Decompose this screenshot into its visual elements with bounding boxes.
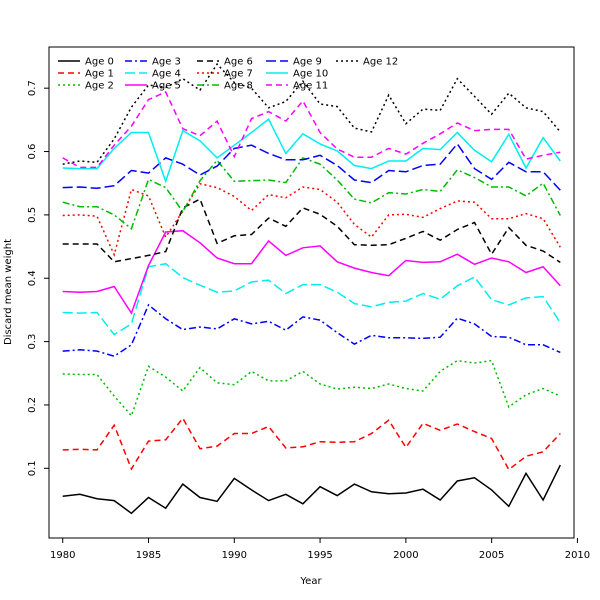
- series-line-age-1: [62, 416, 561, 471]
- legend-label: Age 10: [293, 69, 328, 80]
- legend-label: Age 0: [85, 57, 114, 68]
- legend-label: Age 4: [152, 69, 181, 80]
- series-line-age-4: [62, 262, 561, 336]
- plot-frame: [48, 46, 575, 539]
- legend-label: Age 1: [85, 69, 114, 80]
- x-tick-label: 1995: [307, 550, 332, 561]
- x-tick-label: 1990: [222, 550, 247, 561]
- legend-label: Age 6: [224, 57, 253, 68]
- series-line-age-0: [62, 464, 561, 515]
- series-line-age-11: [62, 91, 561, 169]
- x-tick-label: 2005: [479, 550, 504, 561]
- y-tick-label: 0.6: [27, 144, 38, 160]
- legend-label: Age 5: [152, 81, 181, 92]
- y-axis: 0.1 0.2 0.3 0.4 0.5 0.6 0.7: [27, 80, 49, 476]
- y-tick-label: 0.2: [27, 397, 38, 413]
- y-axis-title: Discard mean weight: [3, 239, 14, 345]
- x-tick-label: 1980: [50, 550, 75, 561]
- y-tick-label: 0.1: [27, 460, 38, 476]
- x-axis-title: Year: [299, 576, 322, 587]
- series-line-age-9: [62, 142, 561, 191]
- series-line-age-10: [62, 118, 561, 184]
- legend-label: Age 2: [85, 81, 114, 92]
- series-lines: [62, 62, 561, 515]
- legend-label: Age 9: [293, 57, 322, 68]
- series-line-age-7: [62, 182, 561, 258]
- x-axis: 1980 1985 1990 1995 2000 2005 2010: [50, 538, 590, 561]
- series-line-age-5: [62, 229, 561, 315]
- legend-label: Age 8: [224, 81, 253, 92]
- series-line-age-8: [62, 156, 561, 231]
- series-line-age-3: [62, 303, 561, 358]
- x-tick-label: 2000: [393, 550, 418, 561]
- legend-label: Age 3: [152, 57, 181, 68]
- legend-label: Age 11: [293, 81, 328, 92]
- y-tick-label: 0.4: [27, 270, 38, 286]
- y-tick-label: 0.3: [27, 334, 38, 350]
- y-tick-label: 0.7: [27, 80, 38, 96]
- legend-label: Age 12: [363, 57, 398, 68]
- legend-label: Age 7: [224, 69, 253, 80]
- x-tick-label: 1985: [136, 550, 161, 561]
- x-tick-label: 2010: [565, 550, 590, 561]
- y-tick-label: 0.5: [27, 207, 38, 223]
- series-line-age-6: [62, 198, 561, 264]
- series-line-age-2: [62, 359, 561, 418]
